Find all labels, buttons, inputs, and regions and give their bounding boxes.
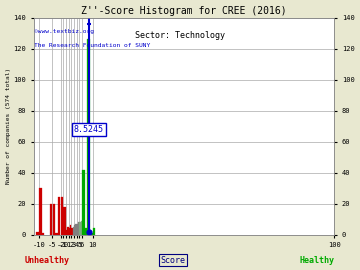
- Text: Healthy: Healthy: [299, 256, 334, 265]
- Bar: [50, 204, 53, 235]
- Bar: [75, 224, 77, 235]
- Text: ©www.textbiz.org: ©www.textbiz.org: [34, 29, 94, 33]
- Bar: [93, 228, 95, 235]
- Bar: [39, 188, 42, 235]
- Bar: [53, 204, 55, 235]
- Bar: [60, 197, 63, 235]
- Bar: [36, 231, 39, 235]
- Bar: [55, 233, 58, 235]
- Bar: [81, 221, 82, 235]
- Bar: [66, 230, 67, 235]
- Bar: [69, 228, 70, 235]
- Title: Z''-Score Histogram for CREE (2016): Z''-Score Histogram for CREE (2016): [81, 6, 287, 16]
- Bar: [77, 224, 78, 235]
- Bar: [74, 225, 75, 235]
- Bar: [63, 207, 66, 235]
- Bar: [85, 228, 87, 235]
- Bar: [71, 228, 73, 235]
- Bar: [67, 227, 68, 235]
- Bar: [42, 233, 44, 235]
- Text: Unhealthy: Unhealthy: [24, 256, 69, 265]
- Text: The Research Foundation of SUNY: The Research Foundation of SUNY: [34, 42, 150, 48]
- Bar: [79, 222, 81, 235]
- Text: Sector: Technology: Sector: Technology: [135, 31, 225, 40]
- Text: 8.5245: 8.5245: [74, 125, 104, 134]
- Bar: [87, 39, 90, 235]
- Bar: [58, 197, 60, 235]
- Bar: [90, 233, 93, 235]
- Bar: [70, 225, 71, 235]
- Bar: [64, 231, 66, 235]
- Bar: [82, 170, 85, 235]
- Y-axis label: Number of companies (574 total): Number of companies (574 total): [5, 68, 10, 184]
- Text: Score: Score: [160, 256, 185, 265]
- Bar: [73, 227, 74, 235]
- Bar: [78, 222, 79, 235]
